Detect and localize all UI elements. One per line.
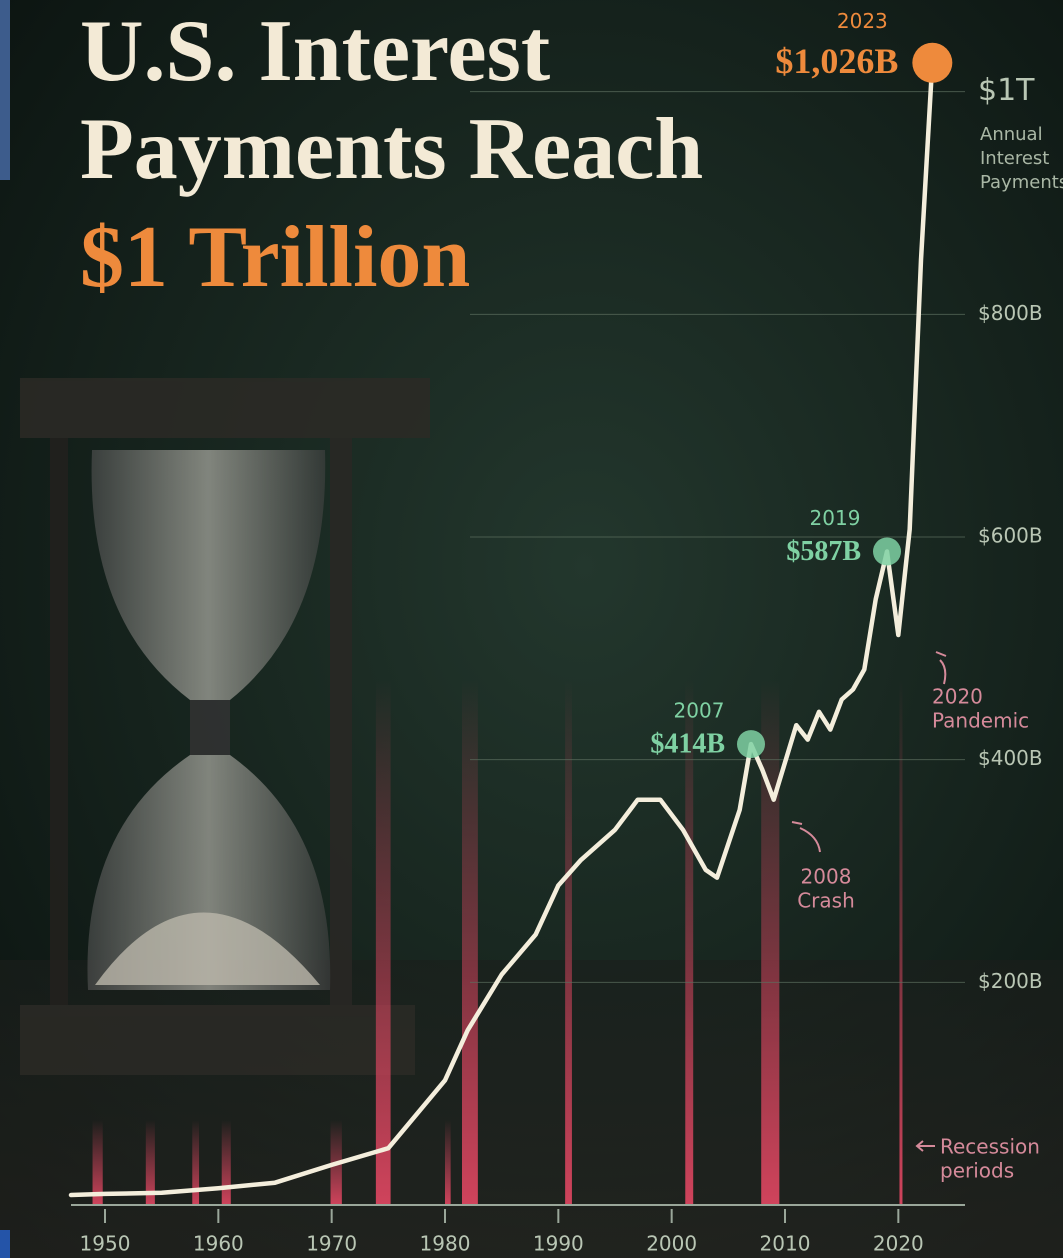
highlight-point xyxy=(912,42,953,83)
x-tick-label: 2020 xyxy=(873,1232,924,1256)
recession-bar xyxy=(899,680,903,1205)
legend-label: Recession xyxy=(940,1135,1040,1159)
annotation-year: 2019 xyxy=(810,506,861,530)
title-line: U.S. Interest xyxy=(80,3,550,100)
annotation-value: $587B xyxy=(786,536,861,567)
event-label: 2020 xyxy=(932,685,983,709)
recession-bar xyxy=(462,680,478,1205)
data-line xyxy=(68,60,935,1198)
legend-arrow xyxy=(915,1140,935,1152)
edge-strip xyxy=(0,1230,10,1258)
x-tick-label: 2000 xyxy=(646,1232,697,1256)
annotation-year: 2023 xyxy=(837,9,888,33)
y-axis-label: Payments xyxy=(980,172,1063,193)
annotation-year: 2007 xyxy=(674,699,725,723)
floor xyxy=(0,960,1063,1258)
x-tick-label: 1960 xyxy=(193,1232,244,1256)
event-arrow xyxy=(791,651,947,853)
title-line: $1 Trillion xyxy=(80,209,470,306)
legend-label: periods xyxy=(940,1159,1014,1183)
annotation-value: $414B xyxy=(650,729,725,760)
recession-bar xyxy=(221,1120,231,1205)
y-axis-label: Annual xyxy=(980,124,1043,145)
y-tick-label: $600B xyxy=(978,524,1043,548)
x-tick-label: 1950 xyxy=(80,1232,131,1256)
y-tick-label: $400B xyxy=(978,746,1043,770)
x-tick-label: 1970 xyxy=(306,1232,357,1256)
recession-bar xyxy=(761,680,780,1205)
event-label: Crash xyxy=(797,889,855,913)
recession-bar xyxy=(145,1120,155,1205)
recession-bar xyxy=(685,680,694,1205)
event-label: 2008 xyxy=(801,865,852,889)
highlight-point xyxy=(737,730,765,759)
recession-bar xyxy=(445,1120,451,1205)
y-axis-label: Interest xyxy=(980,148,1049,169)
edge-strip xyxy=(0,0,10,180)
recession-bar xyxy=(565,680,572,1205)
title-line: Payments Reach xyxy=(80,101,703,198)
recession-bar xyxy=(192,1120,200,1205)
recession-bar xyxy=(92,1120,103,1205)
x-tick-label: 2010 xyxy=(760,1232,811,1256)
x-tick-label: 1980 xyxy=(420,1232,471,1256)
highlight-point xyxy=(873,537,901,566)
y-tick-label: $800B xyxy=(978,301,1043,325)
recession-bar xyxy=(375,680,391,1205)
event-label: Pandemic xyxy=(932,709,1029,733)
hourglass xyxy=(20,378,430,1075)
y-tick-label: $1T xyxy=(978,73,1035,108)
y-tick-label: $200B xyxy=(978,969,1043,993)
annotation-value: $1,026B xyxy=(775,41,898,81)
x-tick-label: 1990 xyxy=(533,1232,584,1256)
